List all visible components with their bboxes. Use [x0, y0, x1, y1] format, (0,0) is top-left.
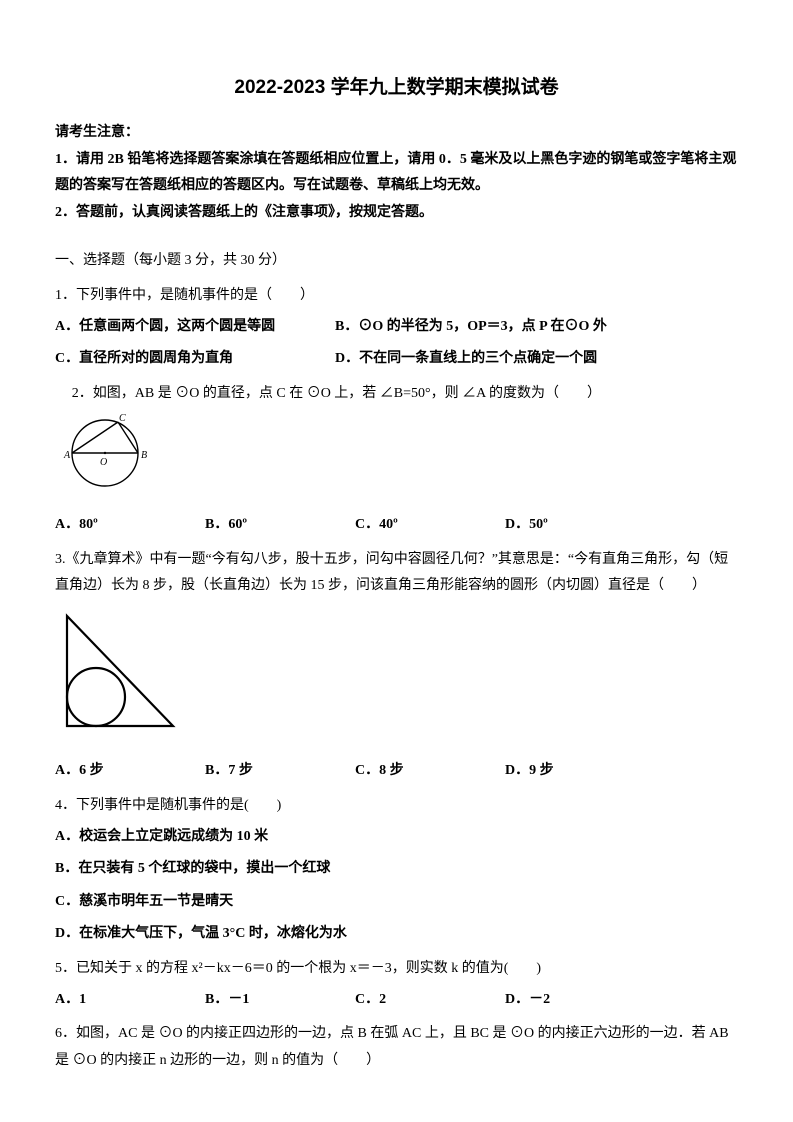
question-1: 1．下列事件中，是随机事件的是（ ） A．任意画两个圆，这两个圆是等圆 B．⊙O… [55, 283, 738, 373]
q4-opt-c: C．慈溪市明年五一节是晴天 [55, 889, 738, 916]
q3-opt-d: D．9 步 [505, 758, 655, 785]
q2-stem: 2．如图，AB 是 ⊙O 的直径，点 C 在 ⊙O 上，若 ∠B=50°，则 ∠… [55, 381, 738, 408]
question-5: 5．已知关于 x 的方程 x²－kx－6＝0 的一个根为 x＝－3，则实数 k … [55, 956, 738, 1013]
q5-opt-c: C．2 [355, 987, 505, 1014]
q1-stem: 1．下列事件中，是随机事件的是（ ） [55, 283, 738, 310]
q4-opt-b: B．在只装有 5 个红球的袋中，摸出一个红球 [55, 856, 738, 883]
q1-opt-c: C．直径所对的圆周角为直角 [55, 346, 335, 373]
q5-stem: 5．已知关于 x 的方程 x²－kx－6＝0 的一个根为 x＝－3，则实数 k … [55, 956, 738, 983]
q3-opt-b: B．7 步 [205, 758, 355, 785]
q1-opt-a: A．任意画两个圆，这两个圆是等圆 [55, 314, 335, 341]
notice-line-1: 1．请用 2B 铅笔将选择题答案涂填在答题纸相应位置上，请用 0．5 毫米及以上… [55, 147, 738, 200]
q2-label-o: O [100, 457, 107, 468]
q5-opt-b: B．－1 [205, 987, 355, 1014]
q4-opt-a: A．校运会上立定跳远成绩为 10 米 [55, 824, 738, 851]
q4-stem: 4．下列事件中是随机事件的是( ) [55, 793, 738, 820]
question-6: 6．如图，AC 是 ⊙O 的内接正四边形的一边，点 B 在弧 AC 上，且 BC… [55, 1021, 738, 1074]
notice-block: 请考生注意： 1．请用 2B 铅笔将选择题答案涂填在答题纸相应位置上，请用 0．… [55, 120, 738, 226]
notice-header: 请考生注意： [55, 120, 738, 147]
q3-opt-a: A．6 步 [55, 758, 205, 785]
q2-opt-d: D．50º [505, 512, 655, 539]
q3-figure [55, 606, 738, 749]
q4-opt-d: D．在标准大气压下，气温 3°C 时，冰熔化为水 [55, 921, 738, 948]
q2-label-b: B [141, 450, 147, 461]
q2-figure: A B C O [55, 413, 738, 502]
q5-opt-a: A．1 [55, 987, 205, 1014]
q2-opt-a: A．80º [55, 512, 205, 539]
question-4: 4．下列事件中是随机事件的是( ) A．校运会上立定跳远成绩为 10 米 B．在… [55, 793, 738, 948]
question-2: 2．如图，AB 是 ⊙O 的直径，点 C 在 ⊙O 上，若 ∠B=50°，则 ∠… [55, 381, 738, 539]
q2-opt-b: B．60º [205, 512, 355, 539]
q3-opt-c: C．8 步 [355, 758, 505, 785]
q1-opt-d: D．不在同一条直线上的三个点确定一个圆 [335, 346, 597, 373]
q3-stem: 3.《九章算术》中有一题“今有勾八步，股十五步，问勾中容圆径几何？”其意思是：“… [55, 547, 738, 600]
q5-opt-d: D．－2 [505, 987, 655, 1014]
notice-line-2: 2．答题前，认真阅读答题纸上的《注意事项》，按规定答题。 [55, 200, 738, 227]
q2-label-a: A [63, 450, 71, 461]
q1-opt-b: B．⊙O 的半径为 5，OP＝3，点 P 在⊙O 外 [335, 314, 607, 341]
q2-opt-c: C．40º [355, 512, 505, 539]
section-a-header: 一、选择题（每小题 3 分，共 30 分） [55, 248, 738, 275]
q6-stem: 6．如图，AC 是 ⊙O 的内接正四边形的一边，点 B 在弧 AC 上，且 BC… [55, 1021, 738, 1074]
question-3: 3.《九章算术》中有一题“今有勾八步，股十五步，问勾中容圆径几何？”其意思是：“… [55, 547, 738, 785]
q2-label-c: C [119, 413, 126, 424]
page-title: 2022-2023 学年九上数学期末模拟试卷 [55, 70, 738, 106]
